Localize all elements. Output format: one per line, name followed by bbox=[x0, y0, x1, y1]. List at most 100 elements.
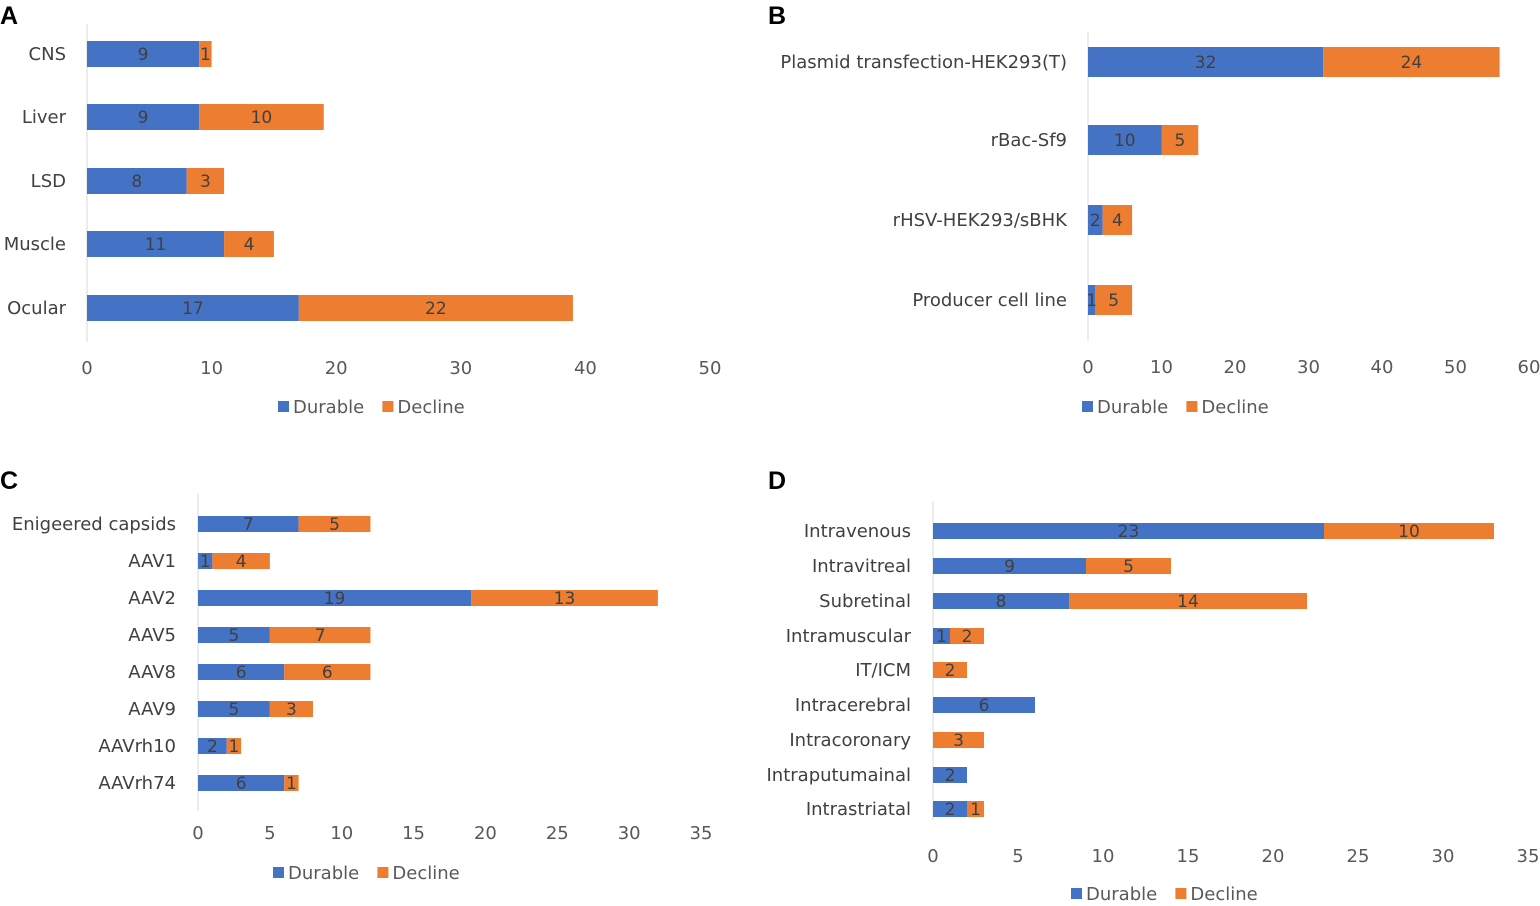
data-label-decline: 5 bbox=[1108, 291, 1119, 311]
x-tick-label: 20 bbox=[325, 358, 348, 379]
data-label-decline: 2 bbox=[962, 627, 973, 647]
data-label-decline: 1 bbox=[970, 800, 981, 820]
bar-decline bbox=[950, 628, 984, 644]
x-tick-label: 30 bbox=[1297, 357, 1320, 378]
bar-durable bbox=[1088, 285, 1096, 315]
bar-decline bbox=[284, 775, 299, 791]
panel-letter-d: D bbox=[768, 467, 786, 495]
x-tick-label: 60 bbox=[1518, 357, 1540, 378]
bar-decline bbox=[933, 662, 967, 678]
category-label: Muscle bbox=[4, 234, 66, 255]
category-label: Enigeered capsids bbox=[12, 514, 176, 535]
data-label-decline: 13 bbox=[554, 589, 576, 609]
legend: Durable Decline bbox=[1071, 884, 1258, 905]
data-label-decline: 3 bbox=[286, 700, 297, 720]
x-tick-label: 0 bbox=[927, 846, 938, 867]
x-tick-label: 30 bbox=[1432, 846, 1455, 867]
chart-panel-a: CNS 9 1 Liver 9 10 LSD 8 3 Muscle 11 4 Ocular 17 22 0 10… bbox=[4, 24, 721, 418]
x-tick-label: 0 bbox=[192, 823, 203, 844]
bar-durable bbox=[198, 738, 227, 754]
legend-swatch-decline bbox=[382, 401, 394, 412]
data-label-durable: 11 bbox=[145, 235, 167, 255]
bar-durable bbox=[198, 664, 285, 680]
x-tick-label: 0 bbox=[1082, 357, 1093, 378]
bar-durable bbox=[87, 41, 200, 67]
data-label-durable: 2 bbox=[1090, 211, 1101, 231]
bar-durable bbox=[1088, 47, 1324, 77]
x-tick-label: 25 bbox=[1347, 846, 1370, 867]
bar-decline bbox=[298, 295, 573, 321]
data-label-durable: 1 bbox=[1086, 291, 1097, 311]
legend-label-decline: Decline bbox=[1201, 397, 1268, 418]
bar-durable bbox=[198, 775, 285, 791]
legend-swatch-durable bbox=[1082, 401, 1093, 412]
x-tick-label: 30 bbox=[449, 358, 472, 379]
bar-decline bbox=[967, 801, 984, 817]
bar-durable bbox=[87, 168, 187, 194]
data-label-decline: 6 bbox=[322, 663, 333, 683]
data-label-durable: 6 bbox=[236, 774, 247, 794]
chart-panel-b: Plasmid transfection-HEK293(T) 32 24 rBac-S… bbox=[780, 32, 1540, 418]
x-tick-label: 10 bbox=[330, 823, 353, 844]
panel-letter-b: B bbox=[768, 2, 786, 30]
data-label-durable: 9 bbox=[138, 108, 149, 128]
data-label-decline: 4 bbox=[236, 552, 247, 572]
category-label: rBac-Sf9 bbox=[991, 130, 1067, 151]
x-tick-label: 5 bbox=[264, 823, 275, 844]
legend-label-decline: Decline bbox=[1190, 884, 1257, 905]
legend-label-decline: Decline bbox=[392, 863, 459, 884]
data-label-durable: 23 bbox=[1118, 522, 1140, 542]
bar-decline bbox=[269, 627, 371, 643]
data-label-durable: 8 bbox=[996, 592, 1007, 612]
bar-decline bbox=[1069, 593, 1307, 609]
bar-decline bbox=[212, 553, 270, 569]
legend: Durable Decline bbox=[1082, 397, 1269, 418]
data-label-durable: 9 bbox=[1004, 557, 1015, 577]
category-label: AAV2 bbox=[128, 588, 176, 609]
bar-durable bbox=[198, 516, 299, 532]
data-label-decline: 1 bbox=[286, 774, 297, 794]
bar-durable bbox=[198, 553, 213, 569]
data-label-durable: 2 bbox=[945, 766, 956, 786]
category-label: AAV5 bbox=[128, 625, 176, 646]
bar-decline bbox=[933, 732, 984, 748]
bar-decline bbox=[199, 41, 212, 67]
bar-decline bbox=[1102, 205, 1133, 235]
bar-decline bbox=[1095, 285, 1133, 315]
bar-decline bbox=[1323, 47, 1500, 77]
bar-durable bbox=[933, 767, 967, 783]
bar-durable bbox=[933, 523, 1324, 539]
data-label-durable: 7 bbox=[243, 515, 254, 535]
legend-swatch-durable bbox=[278, 401, 289, 412]
category-label: Intracoronary bbox=[789, 730, 911, 751]
x-tick-label: 40 bbox=[574, 358, 597, 379]
data-label-decline: 5 bbox=[1123, 557, 1134, 577]
category-label: Intravenous bbox=[804, 521, 911, 542]
category-label: AAVrh74 bbox=[98, 773, 176, 794]
data-label-durable: 2 bbox=[945, 800, 956, 820]
x-tick-label: 15 bbox=[1177, 846, 1200, 867]
bar-decline bbox=[1324, 523, 1494, 539]
bar-durable bbox=[1088, 125, 1162, 155]
data-label-decline: 7 bbox=[315, 626, 326, 646]
data-label-decline: 3 bbox=[953, 731, 964, 751]
data-label-durable: 2 bbox=[207, 737, 218, 757]
x-tick-label: 20 bbox=[474, 823, 497, 844]
x-tick-label: 50 bbox=[1444, 357, 1467, 378]
x-tick-label: 10 bbox=[200, 358, 223, 379]
category-label: AAV1 bbox=[128, 551, 176, 572]
panel-letter-a: A bbox=[0, 2, 18, 30]
legend-swatch-decline bbox=[377, 867, 389, 878]
bar-decline bbox=[298, 516, 371, 532]
bar-durable bbox=[933, 558, 1086, 574]
x-tick-label: 10 bbox=[1150, 357, 1173, 378]
category-label: Plasmid transfection-HEK293(T) bbox=[780, 52, 1067, 73]
data-label-decline: 3 bbox=[200, 172, 211, 192]
x-tick-label: 10 bbox=[1092, 846, 1115, 867]
bar-durable bbox=[933, 697, 1035, 713]
bar-durable bbox=[933, 801, 967, 817]
legend-swatch-durable bbox=[1071, 888, 1082, 899]
bar-durable bbox=[87, 104, 200, 130]
